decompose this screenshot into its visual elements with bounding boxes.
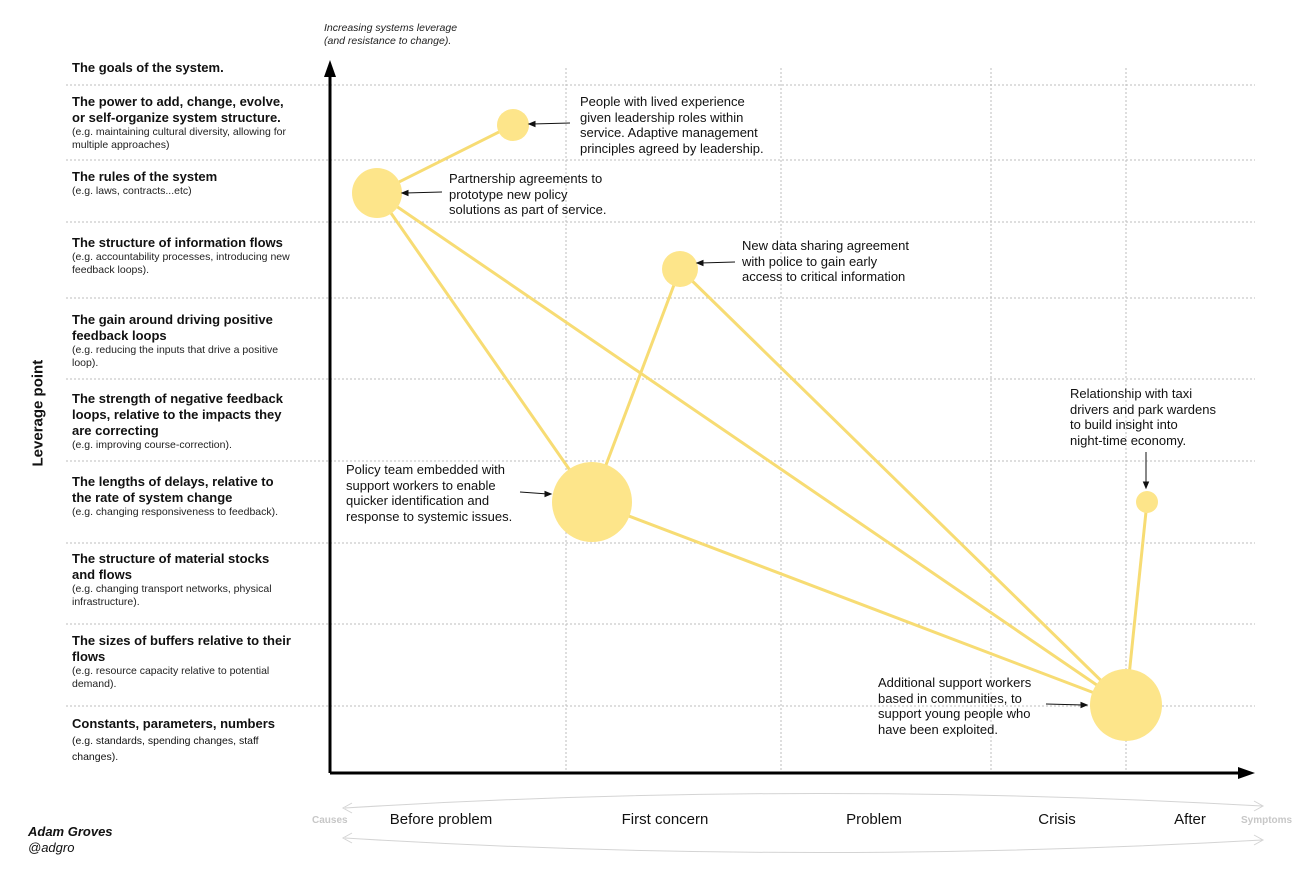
leverage-point-example: (e.g. standards, spending changes, staff… — [72, 735, 259, 763]
leverage-point-goals: The goals of the system. — [72, 60, 292, 76]
leverage-point-example: (e.g. improving course-correction). — [72, 439, 232, 451]
timeline-start-label: Causes — [312, 815, 348, 826]
annotation-line: New data sharing agreement — [742, 238, 909, 253]
leverage-point-example: (e.g. laws, contracts...etc) — [72, 185, 192, 197]
link-data-support — [678, 267, 1128, 707]
link-partnership-support — [375, 191, 1128, 707]
stage-before-problem: Before problem — [389, 811, 493, 828]
annotation-line: support workers to enable — [346, 477, 496, 493]
stage-first-concern: First concern — [621, 811, 709, 828]
leverage-point-example: (e.g. maintaining cultural diversity, al… — [72, 126, 286, 151]
leverage-point-title: Constants, parameters, numbers — [72, 716, 276, 731]
leverage-point-title: The strength of negative feedback loops,… — [72, 391, 283, 438]
node-lived-experience — [497, 109, 529, 141]
leverage-point-constants: Constants, parameters, numbers (e.g. sta… — [72, 716, 292, 764]
node-support-workers — [1090, 669, 1162, 741]
annotation-line: response to systemic issues. — [346, 508, 513, 524]
y-axis-label: Leverage point — [29, 359, 47, 467]
axes — [324, 60, 1255, 779]
leverage-point-example: (e.g. reducing the inputs that drive a p… — [72, 344, 279, 369]
link-policy-data — [590, 267, 682, 504]
y-axis-caption-line1: Increasing systems leverage — [324, 22, 458, 34]
annotation-line: to build insight into — [1070, 417, 1178, 432]
annotation-line: given leadership roles within — [580, 109, 744, 125]
annotation-line: principles agreed by leadership. — [580, 140, 764, 156]
annotation-line: People with lived experience — [580, 94, 745, 109]
annotation-policy-team: Policy team embedded with support worker… — [346, 462, 512, 524]
timeline-ellipse — [341, 792, 1265, 854]
leverage-point-example: (e.g. changing transport networks, physi… — [72, 583, 272, 608]
y-axis-caption-line2: (and resistance to change). — [324, 35, 452, 47]
annotation-line: with police to gain early — [742, 253, 878, 269]
node-policy-team — [552, 462, 632, 542]
annotation-support-workers: Additional support workers based in comm… — [878, 675, 1031, 737]
annotation-partnership: Partnership agreements to prototype new … — [449, 171, 607, 218]
node-partnership — [352, 168, 402, 218]
annotation-line: prototype new policy — [449, 186, 568, 202]
annotation-line: night-time economy. — [1070, 432, 1187, 448]
annotation-line: based in communities, to — [878, 690, 1022, 706]
leverage-point-example: (e.g. resource capacity relative to pote… — [72, 665, 270, 690]
stage-crisis: Crisis — [1038, 811, 1076, 828]
leverage-point-rules: The rules of the system (e.g. laws, cont… — [72, 169, 292, 198]
node-data-sharing — [662, 251, 698, 287]
leverage-point-information-flows: The structure of information flows (e.g.… — [72, 235, 292, 277]
annotation-line: have been exploited. — [878, 721, 998, 737]
author-name: Adam Groves — [28, 824, 113, 839]
annotation-line: support young people who — [878, 706, 1031, 721]
stage-after: After — [1174, 811, 1206, 828]
leverage-point-title: The power to add, change, evolve, or sel… — [72, 94, 284, 125]
leverage-point-title: The rules of the system — [72, 169, 218, 184]
leverage-point-example: (e.g. accountability processes, introduc… — [72, 251, 290, 276]
annotation-line: quicker identification and — [346, 493, 490, 508]
x-axis-arrowhead — [1238, 767, 1255, 779]
annotation-line: Additional support workers — [878, 675, 1032, 690]
annotation-line: drivers and park wardens — [1070, 401, 1216, 417]
link-policy-support — [590, 500, 1128, 707]
annotation-lived-experience: People with lived experience given leade… — [580, 94, 764, 156]
annotation-line: Policy team embedded with — [346, 462, 505, 477]
leverage-point-title: The structure of information flows — [72, 235, 283, 250]
leverage-point-material-stocks: The structure of material stocks and flo… — [72, 551, 292, 609]
leverage-point-title: The lengths of delays, relative to the r… — [72, 474, 274, 505]
leverage-point-self-organize: The power to add, change, evolve, or sel… — [72, 94, 292, 152]
leverage-point-positive-feedback: The gain around driving positive feedbac… — [72, 312, 292, 370]
node-links — [375, 123, 1149, 707]
node-taxi-drivers — [1136, 491, 1158, 513]
leverage-point-title: The structure of material stocks and flo… — [72, 551, 270, 582]
column-gridlines — [565, 68, 1127, 770]
annotation-taxi-drivers: Relationship with taxi drivers and park … — [1070, 386, 1216, 448]
author-handle: @adgro — [28, 840, 75, 855]
annotation-arrows — [400, 120, 1150, 709]
leverage-point-delays: The lengths of delays, relative to the r… — [72, 474, 292, 519]
y-axis-caption: Increasing systems leverage (and resista… — [324, 22, 457, 48]
stage-problem: Problem — [846, 811, 902, 828]
leverage-point-example: (e.g. changing responsiveness to feedbac… — [72, 506, 279, 518]
leverage-point-title: The gain around driving positive feedbac… — [72, 312, 273, 343]
leverage-point-title: The goals of the system. — [72, 60, 224, 75]
y-axis-arrowhead — [324, 60, 336, 77]
nodes — [352, 109, 1162, 741]
timeline-end-label: Symptoms — [1241, 815, 1293, 826]
link-lived-partnership — [375, 123, 515, 195]
leverage-point-title: The sizes of buffers relative to their f… — [72, 633, 291, 664]
annotation-line: solutions as part of service. — [449, 202, 607, 217]
annotation-line: access to critical information — [742, 269, 906, 284]
leverage-point-negative-feedback: The strength of negative feedback loops,… — [72, 391, 292, 452]
annotation-data-sharing: New data sharing agreement with police t… — [742, 238, 909, 285]
annotation-line: Relationship with taxi — [1070, 386, 1193, 401]
annotation-line: service. Adaptive management — [580, 125, 758, 140]
leverage-point-buffers: The sizes of buffers relative to their f… — [72, 633, 292, 691]
annotation-line: Partnership agreements to — [449, 171, 603, 186]
link-partnership-policy — [375, 191, 594, 504]
